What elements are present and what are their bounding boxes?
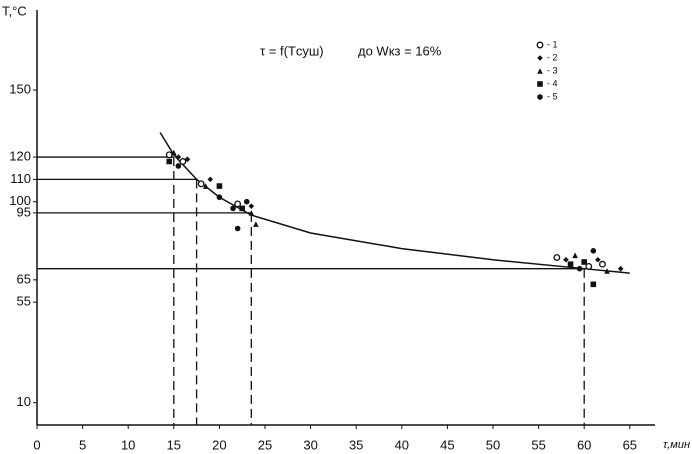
- point: [248, 203, 255, 209]
- x-tick-label: 30: [303, 437, 317, 452]
- legend-label: - 1: [547, 39, 558, 49]
- point: [230, 205, 236, 212]
- x-tick-label: 50: [486, 437, 500, 452]
- point: [207, 176, 214, 183]
- point: [216, 183, 223, 189]
- x-tick-label: 60: [577, 437, 591, 452]
- chart-title: τ = f(Tсуш): [260, 43, 324, 58]
- y-tick-label: 55: [17, 294, 31, 309]
- x-tick-label: 5: [79, 437, 86, 452]
- legend-marker: [536, 41, 544, 49]
- x-tick-label: 45: [440, 437, 454, 452]
- point: [598, 260, 606, 268]
- point: [581, 259, 587, 265]
- point: [179, 158, 187, 165]
- point: [590, 248, 597, 254]
- y-tick-label: 95: [17, 204, 31, 219]
- x-tick-label: 10: [121, 437, 135, 452]
- x-tick-label: 65: [623, 437, 637, 452]
- x-axis-label: τ,мин: [663, 439, 690, 451]
- y-tick-label: 120: [9, 148, 31, 163]
- point: [585, 263, 593, 270]
- point: [553, 254, 561, 261]
- y-tick-label: 10: [17, 394, 31, 409]
- point: [166, 158, 173, 165]
- y-tick-label: 65: [17, 271, 31, 286]
- point: [184, 156, 191, 163]
- x-tick-label: 25: [258, 437, 272, 452]
- legend-marker: [537, 81, 543, 87]
- y-tick-label: 100: [9, 193, 31, 208]
- point: [175, 154, 182, 160]
- point: [604, 268, 610, 274]
- x-tick-label: 40: [395, 437, 409, 452]
- fit-curve: [159, 132, 630, 274]
- point: [171, 149, 177, 156]
- x-tick-label: 20: [212, 437, 226, 452]
- point: [253, 221, 259, 227]
- legend-label: - 5: [547, 91, 558, 101]
- point: [175, 163, 182, 169]
- point: [234, 200, 242, 208]
- legend-label: - 3: [547, 65, 558, 75]
- point: [563, 256, 569, 263]
- point: [197, 180, 205, 188]
- point: [572, 252, 578, 259]
- x-tick-label: 15: [167, 437, 181, 452]
- legend-marker: [537, 55, 543, 61]
- point: [202, 183, 209, 189]
- point: [234, 225, 241, 232]
- point: [216, 194, 223, 201]
- point: [617, 265, 624, 272]
- x-tick-label: 35: [349, 437, 363, 452]
- y-tick-label: 150: [9, 81, 31, 96]
- y-tick-label: 110: [10, 171, 31, 186]
- point: [576, 265, 583, 272]
- legend-marker: [537, 94, 543, 100]
- legend-label: - 4: [547, 78, 558, 88]
- point: [590, 281, 597, 288]
- point: [243, 198, 250, 205]
- x-tick-label: 55: [531, 437, 545, 452]
- y-axis-label: T,°C: [2, 3, 27, 18]
- legend-marker: [537, 68, 543, 74]
- point: [239, 205, 245, 212]
- point: [248, 210, 255, 216]
- point: [595, 256, 601, 263]
- point: [567, 261, 574, 268]
- annotation: до Wкз = 16%: [358, 43, 442, 58]
- legend-label: - 2: [547, 52, 558, 62]
- x-tick-label: 0: [33, 437, 40, 452]
- point: [165, 151, 173, 159]
